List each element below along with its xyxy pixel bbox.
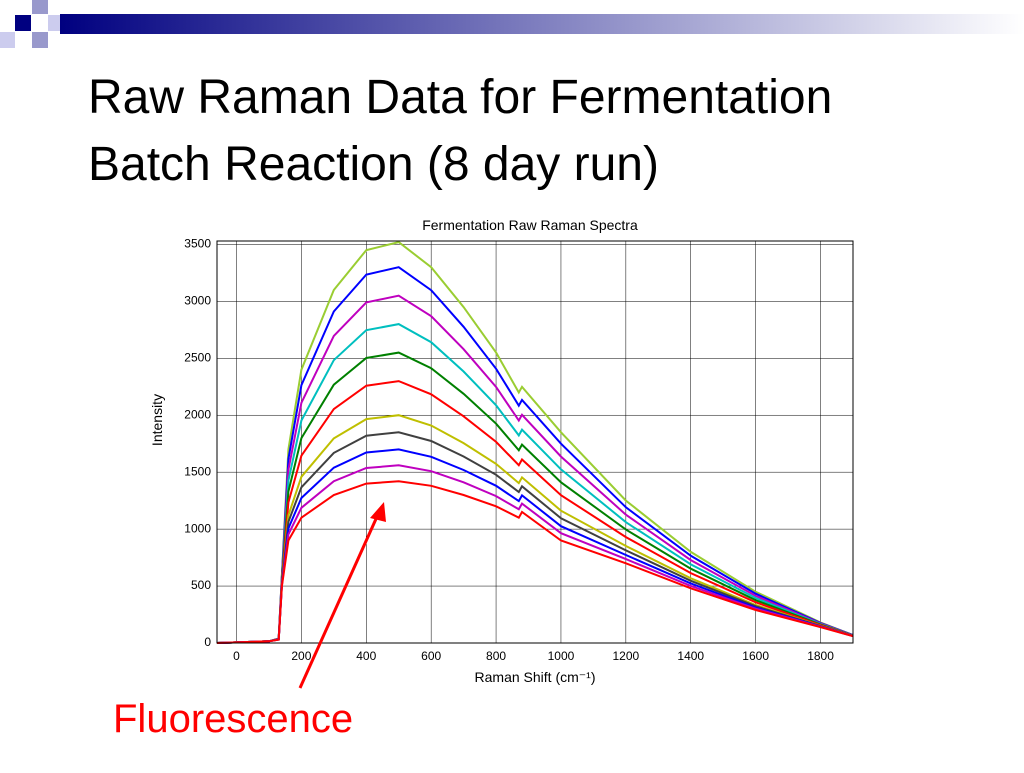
plot-area: 0 500 1000 1500 2000 2500 3000 3500 0 200 400 600 80… [184, 237, 854, 663]
x-tick-label: 200 [291, 649, 311, 663]
y-tick-label: 500 [191, 578, 211, 592]
header-square [0, 32, 15, 48]
chart-title: Fermentation Raw Raman Spectra [422, 217, 638, 233]
y-tick-label: 1500 [184, 464, 211, 478]
x-tick-label: 400 [356, 649, 376, 663]
annotation: Fluorescence [113, 697, 353, 741]
x-tick-label: 1800 [807, 649, 834, 663]
header-square [48, 15, 60, 31]
arrow-shaft [298, 509, 382, 689]
x-tick-label: 1000 [548, 649, 575, 663]
y-tick-label: 0 [204, 635, 211, 649]
header-square [32, 0, 48, 14]
y-axis-label: Intensity [149, 394, 165, 446]
x-axis-label: Raman Shift (cm⁻¹) [475, 669, 596, 685]
header-bar [60, 14, 1024, 34]
header-square [15, 15, 31, 31]
slide-title: Raw Raman Data for Fermentation [88, 71, 832, 124]
x-tick-label: 600 [421, 649, 441, 663]
x-tick-label: 1200 [613, 649, 640, 663]
y-tick-label: 2000 [184, 407, 211, 421]
spectrum-line [216, 480, 854, 644]
plot-frame [216, 240, 854, 644]
y-tick-label: 3000 [184, 294, 211, 308]
x-tick-label: 800 [486, 649, 506, 663]
x-tick-label: 1400 [677, 649, 704, 663]
y-tick-label: 3500 [184, 237, 211, 251]
y-tick-label: 2500 [184, 350, 211, 364]
arrow-head [370, 502, 386, 522]
x-tick-label: 1600 [742, 649, 769, 663]
y-tick-label: 1000 [184, 521, 211, 535]
header-square [32, 32, 48, 48]
slide-title: Batch Reaction (8 day run) [88, 138, 659, 191]
x-tick-label: 0 [233, 649, 240, 663]
